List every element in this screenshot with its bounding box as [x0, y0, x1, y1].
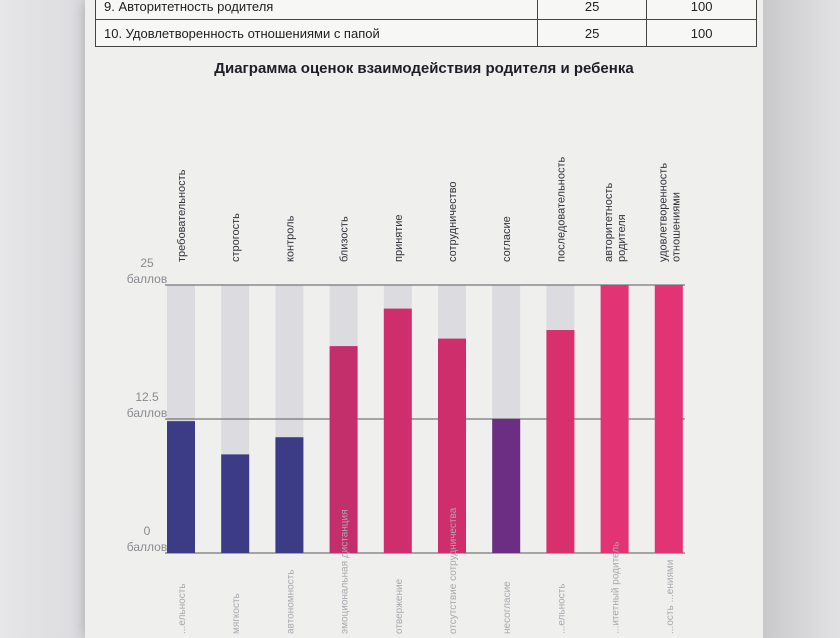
category-label: согласие [501, 216, 513, 262]
category-label: удовлетворенность [657, 163, 669, 262]
bar [546, 330, 575, 553]
table-row: 10. Удовлетворенность отношениями с папо… [95, 19, 757, 47]
y-tick-label: баллов [127, 540, 167, 554]
y-tick-label: 25 [140, 256, 154, 270]
y-tick-label: 12.5 [135, 390, 159, 404]
screen-bezel-right [763, 0, 840, 638]
scores-table: 9. Авторитетность родителя 25 100 10. Уд… [95, 0, 757, 47]
bar [275, 437, 304, 553]
bar [492, 419, 521, 553]
category-label-bottom: эмоциональная дистанция [340, 509, 351, 634]
table-cell-max: 100 [646, 0, 757, 20]
table-cell-value: 25 [536, 19, 648, 47]
category-label-bottom: отсутствие сотрудничества [448, 507, 459, 634]
screen-bezel-left [0, 0, 85, 638]
category-label-bottom: автономность [285, 569, 296, 634]
category-label: авторитетность [603, 183, 615, 262]
category-label-bottom: ...ельность [177, 584, 188, 634]
category-label: последовательность [555, 156, 567, 262]
category-label-bottom: ...ельность [556, 584, 567, 634]
document-page [85, 0, 763, 638]
bar [167, 421, 195, 553]
bar [383, 308, 412, 553]
bar [329, 346, 358, 553]
bar-chart: 25 баллов 12.5 баллов 0 баллов требовательност… [127, 156, 685, 634]
category-label-bottom: отвержение [394, 578, 405, 634]
bar [654, 285, 683, 553]
bar [600, 285, 629, 553]
y-tick-label: 0 [144, 524, 151, 538]
category-label: отношениями [670, 192, 682, 262]
bar [438, 338, 466, 553]
category-label: близость [339, 216, 351, 262]
category-label: родителя [616, 214, 628, 262]
category-label-bottom: несогласие [502, 581, 513, 634]
category-label-bottom: ...итетный родитель [611, 542, 622, 634]
category-label: сотрудничество [447, 181, 459, 262]
bar [221, 454, 250, 553]
category-label-bottom: ...ость ...ениями [665, 560, 676, 634]
table-cell-name: 10. Удовлетворенность отношениями с папо… [95, 19, 538, 47]
y-tick-label: баллов [127, 272, 167, 286]
chart-title: Диаграмма оценок взаимодействия родителя… [214, 60, 634, 77]
category-label: требовательность [176, 169, 188, 262]
category-label: принятие [393, 214, 405, 262]
category-label-bottom: мягкость [231, 593, 242, 634]
table-cell-max: 100 [646, 19, 757, 47]
category-label: контроль [284, 215, 296, 262]
y-tick-label: баллов [127, 406, 167, 420]
category-label: строгость [230, 213, 242, 262]
